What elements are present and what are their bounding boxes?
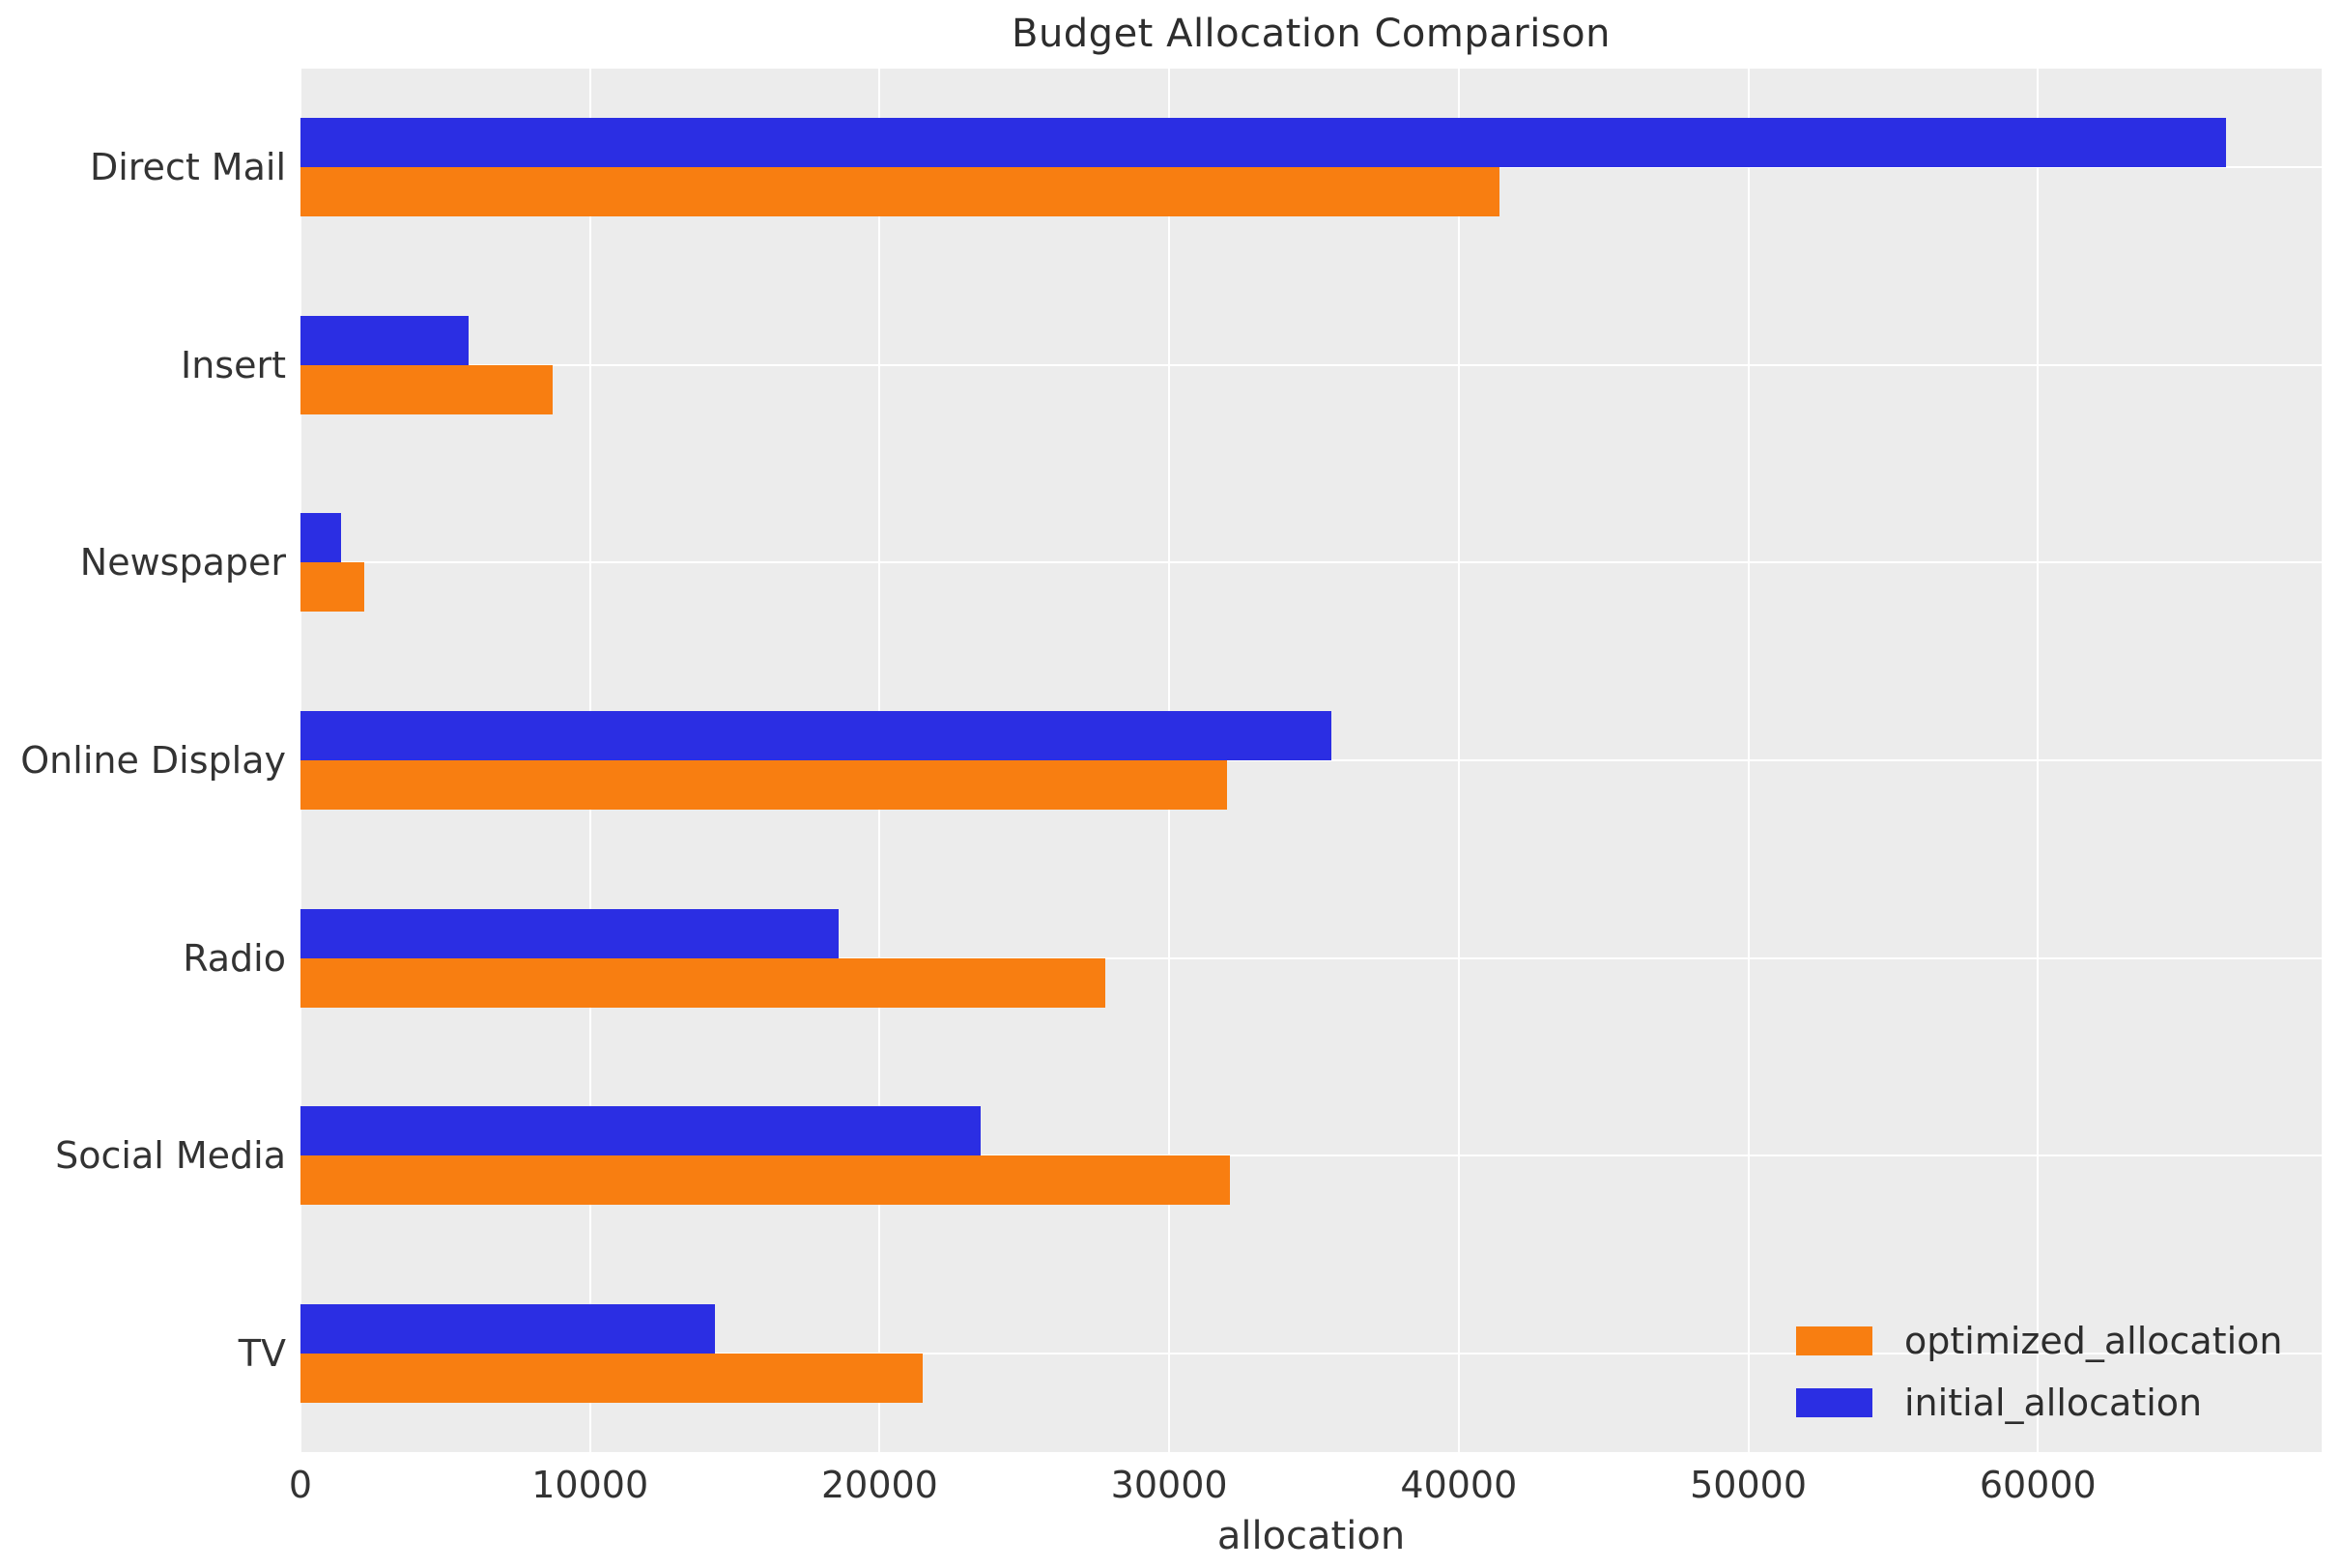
y-gridline-insert [300, 363, 2322, 366]
x-tick-label: 40000 [1400, 1464, 1518, 1506]
x-tick-label: 10000 [531, 1464, 649, 1506]
y-tick-label: Radio [183, 936, 286, 980]
bar-initial-insert [300, 315, 469, 365]
bar-optimized-insert [300, 364, 553, 414]
bar-initial-direct-mail [300, 118, 2227, 168]
bar-initial-newspaper [300, 513, 341, 563]
bar-optimized-direct-mail [300, 167, 1499, 217]
bar-optimized-newspaper [300, 562, 364, 613]
x-tick-label: 30000 [1110, 1464, 1228, 1506]
y-tick-label: TV [238, 1331, 286, 1375]
bar-initial-tv [300, 1303, 715, 1354]
x-axis-title: allocation [1216, 1514, 1406, 1558]
x-tick-label: 20000 [820, 1464, 938, 1506]
y-gridline-online-display [300, 759, 2322, 761]
bar-optimized-radio [300, 957, 1106, 1008]
legend-swatch-optimized_allocation [1796, 1326, 1872, 1355]
y-gridline-newspaper [300, 561, 2322, 564]
legend: optimized_allocation initial_allocation [1796, 1312, 2282, 1436]
y-gridline-social-media [300, 1155, 2322, 1157]
y-tick-label: Online Display [20, 739, 286, 782]
legend-label: optimized_allocation [1904, 1320, 2283, 1362]
y-tick-label: Insert [181, 343, 286, 386]
legend-label: initial_allocation [1904, 1382, 2203, 1424]
legend-item-initial_allocation: initial_allocation [1796, 1374, 2282, 1432]
y-tick-label: Direct Mail [89, 146, 286, 189]
plot-area: optimized_allocation initial_allocation [300, 69, 2322, 1452]
bar-initial-radio [300, 908, 840, 958]
x-tick-label: 0 [288, 1464, 313, 1506]
legend-swatch-initial_allocation [1796, 1388, 1872, 1417]
y-gridline-tv [300, 1352, 2322, 1354]
bar-initial-social-media [300, 1106, 982, 1156]
y-gridline-radio [300, 956, 2322, 959]
x-tick-label: 50000 [1690, 1464, 1808, 1506]
y-tick-label: Social Media [55, 1134, 286, 1178]
bar-optimized-social-media [300, 1155, 1231, 1206]
legend-item-optimized_allocation: optimized_allocation [1796, 1312, 2282, 1370]
bar-initial-online-display [300, 711, 1331, 760]
y-tick-label: Newspaper [79, 541, 286, 584]
bar-optimized-online-display [300, 760, 1228, 810]
chart-title: Budget Allocation Comparison [1012, 12, 1611, 56]
bar-optimized-tv [300, 1353, 924, 1403]
x-tick-label: 60000 [1979, 1464, 2097, 1506]
